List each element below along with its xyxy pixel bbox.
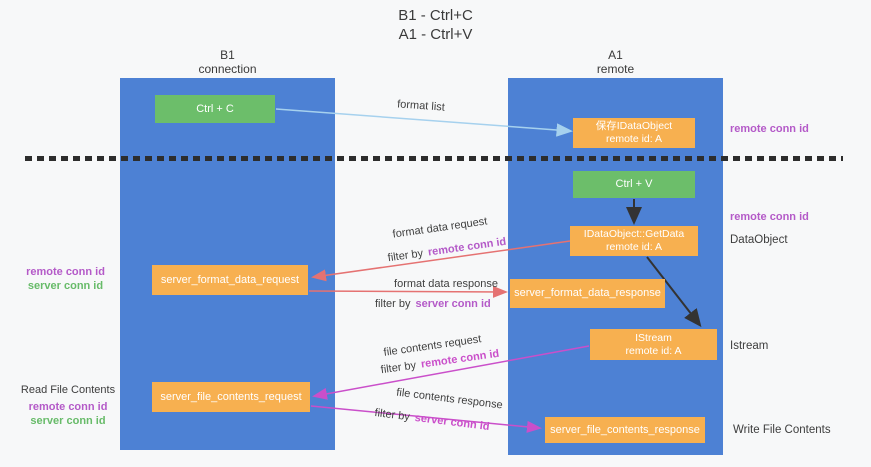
format-data-response-label: format data response: [394, 278, 498, 290]
diagram-title: B1 - Ctrl+C A1 - Ctrl+V: [0, 6, 871, 44]
left-conn-id-labels: remote conn id server conn id: [18, 265, 113, 293]
lane-b1-role: connection: [198, 62, 257, 76]
node-ctrl-c: Ctrl + C: [155, 95, 275, 123]
node-ctrl-v: Ctrl + V: [573, 171, 695, 198]
getdata-line1: IDataObject::GetData: [583, 228, 685, 240]
format-data-response-arrow: [308, 285, 508, 298]
ctrl-c-label: Ctrl + C: [196, 102, 234, 115]
file-contents-response-label: file contents response: [395, 386, 504, 412]
lane-a1-role: remote: [596, 62, 635, 76]
filter-by-text: filter by: [387, 247, 424, 265]
server-conn-id-text: server conn id: [415, 298, 491, 310]
saved-idataobject-line2: remote id: A: [605, 133, 663, 145]
istream-side-label: Istream: [730, 340, 769, 352]
title-line-1: B1 - Ctrl+C: [398, 7, 473, 24]
node-server-file-contents-response: server_file_contents_response: [545, 417, 705, 443]
node-idataobject-getdata: IDataObject::GetData remote id: A: [570, 226, 698, 256]
remote-conn-id-label-top: remote conn id: [730, 123, 809, 135]
format-data-request-label: format data request: [391, 215, 489, 241]
clipboard-session-divider: [25, 156, 843, 161]
format-request-label: server_format_data_request: [160, 273, 300, 286]
node-server-format-data-response: server_format_data_response: [510, 279, 665, 308]
title-line-2: A1 - Ctrl+V: [398, 26, 473, 43]
node-istream: IStream remote id: A: [590, 329, 717, 360]
node-saved-idataobject: 保存IDataObject remote id: A: [573, 118, 695, 148]
node-server-file-contents-request: server_file_contents_request: [152, 382, 310, 412]
remote-conn-id-label-mid: remote conn id: [730, 211, 809, 223]
lane-header-a1: A1 remote: [508, 48, 723, 76]
filter-by-text: filter by: [380, 359, 417, 377]
remote-conn-id-text: remote conn id: [427, 235, 507, 259]
write-file-contents-label: Write File Contents: [733, 424, 831, 436]
bottom-server-conn-id-label: server conn id: [30, 415, 106, 427]
filter-by-text: filter by: [373, 406, 411, 424]
getdata-line2: remote id: A: [605, 241, 663, 253]
istream-line1: IStream: [635, 331, 672, 344]
server-conn-id-text: server conn id: [414, 411, 491, 434]
read-file-contents-label: Read File Contents: [20, 384, 116, 396]
lane-a1-name: A1: [608, 48, 623, 62]
file-request-label: server_file_contents_request: [160, 390, 302, 403]
read-file-contents-block: Read File Contents remote conn id server…: [18, 383, 118, 428]
file-response-filter-label: filter by server conn id: [372, 407, 493, 434]
left-server-conn-id-label: server conn id: [27, 280, 104, 292]
format-response-filter-label: filter by server conn id: [375, 298, 491, 310]
bottom-remote-conn-id-label: remote conn id: [28, 401, 108, 413]
lane-b1-name: B1: [220, 48, 235, 62]
lane-header-b1: B1 connection: [120, 48, 335, 76]
left-remote-conn-id-label: remote conn id: [26, 266, 105, 278]
format-request-filter-label: filter by remote conn id: [387, 236, 508, 265]
file-response-label: server_file_contents_response: [550, 423, 700, 436]
istream-line2: remote id: A: [625, 344, 682, 357]
format-response-label: server_format_data_response: [514, 287, 661, 299]
saved-idataobject-line1: 保存IDataObject: [595, 120, 673, 132]
ctrl-v-label: Ctrl + V: [615, 178, 653, 190]
dataobject-label: DataObject: [730, 234, 788, 246]
filter-by-text: filter by: [375, 298, 411, 310]
format-list-label: format list: [396, 98, 446, 114]
node-server-format-data-request: server_format_data_request: [152, 265, 308, 295]
